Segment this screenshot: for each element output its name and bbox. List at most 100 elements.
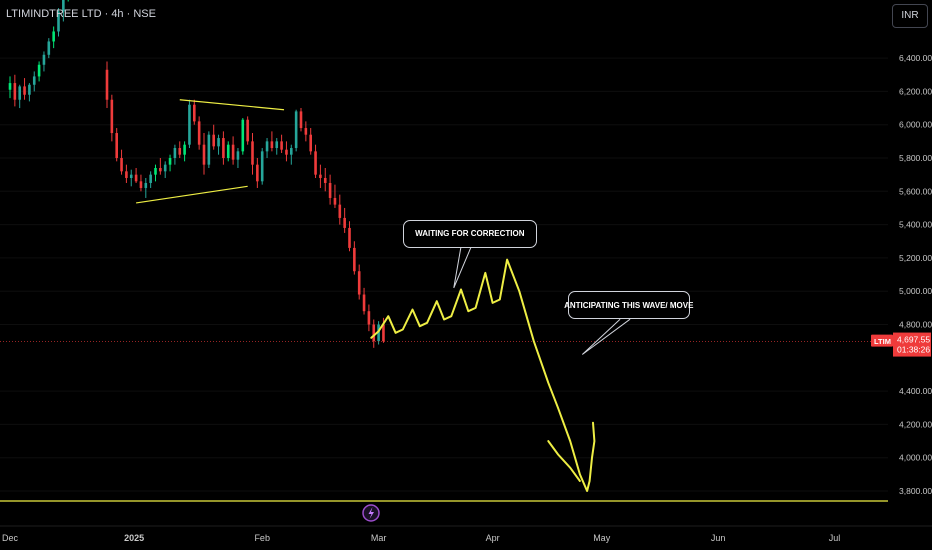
candle-47 [236, 148, 240, 168]
candle-body-37 [188, 104, 191, 145]
candle-body-64 [319, 174, 322, 178]
candle-body-60 [299, 111, 303, 129]
candle-body-22 [115, 133, 118, 159]
candle-50 [251, 133, 254, 175]
projected-wave-path [370, 258, 596, 492]
currency-button[interactable]: INR [892, 4, 928, 28]
candle-5 [32, 71, 36, 92]
price-tick-label-9: 5,800.00 [899, 153, 932, 163]
candle-body-1 [13, 83, 17, 100]
candle-0 [8, 76, 12, 99]
candle-body-59 [294, 111, 298, 149]
candle-body-23 [120, 158, 123, 172]
ticker-badge: LTIM [871, 334, 893, 347]
time-tick-label-5: May [593, 533, 611, 543]
callout-tail-0 [453, 247, 472, 289]
candle-75 [372, 319, 376, 348]
candle-11 [62, 0, 65, 22]
candle-61 [304, 121, 308, 142]
price-axis[interactable]: 3,800.00 4,000.00 4,200.00 4,400.00 4,800.00… [871, 0, 932, 496]
candle-55 [275, 138, 279, 155]
time-tick-label-0: Dec [2, 533, 19, 543]
candle-68 [338, 194, 342, 225]
candle-7 [42, 51, 46, 72]
candle-25 [129, 169, 133, 187]
candle-44 [222, 131, 225, 165]
candle-43 [217, 134, 220, 155]
candle-body-68 [338, 204, 342, 218]
candle-body-77 [382, 324, 385, 342]
candle-body-2 [18, 86, 21, 100]
time-tick-label-2: Feb [254, 533, 270, 543]
candle-57 [285, 141, 288, 162]
time-axis[interactable]: Dec 2025 Feb Mar Apr May Jun Jul [0, 525, 932, 543]
last-price-badge-bg [893, 332, 931, 357]
time-tick-label-3: Mar [371, 533, 387, 543]
candle-71 [353, 241, 356, 275]
candle-body-56 [280, 141, 283, 150]
candle-59 [294, 109, 298, 152]
candle-28 [144, 177, 148, 198]
price-tick-label-6: 5,200.00 [899, 253, 932, 263]
candle-52 [260, 148, 264, 185]
candle-27 [139, 174, 143, 192]
candle-53 [265, 138, 269, 159]
price-tick-label-11: 6,200.00 [899, 86, 932, 96]
candle-body-40 [202, 144, 206, 165]
candle-62 [309, 128, 312, 155]
candle-body-70 [348, 227, 351, 248]
callout-waiting-for-correction[interactable]: WAITING FOR CORRECTION [402, 219, 537, 248]
candle-72 [357, 264, 361, 300]
candle-body-62 [309, 134, 312, 152]
candle-body-65 [323, 177, 327, 183]
time-tick-label-7: Jul [829, 533, 841, 543]
candle-58 [290, 144, 293, 165]
candle-body-44 [222, 138, 225, 159]
candle-body-11 [62, 0, 65, 12]
candle-body-74 [367, 311, 371, 325]
candle-body-20 [105, 69, 109, 100]
candle-22 [115, 128, 118, 162]
candle-body-6 [37, 64, 41, 77]
candle-body-32 [163, 164, 167, 172]
candle-73 [362, 287, 366, 315]
candle-66 [328, 174, 332, 205]
candle-body-48 [241, 119, 245, 152]
symbol-title[interactable]: LTIMINDTREE LTD · 4h · NSE [6, 8, 156, 20]
candle-64 [319, 164, 322, 188]
price-tick-label-1: 4,000.00 [899, 453, 932, 463]
candle-body-43 [217, 138, 220, 147]
candle-body-76 [377, 324, 380, 342]
triangle-lower-trendline [136, 185, 248, 204]
candle-body-26 [134, 174, 138, 182]
candle-body-69 [343, 217, 346, 228]
candle-29 [149, 171, 152, 188]
candle-45 [226, 141, 230, 162]
candle-21 [110, 94, 114, 142]
candle-body-0 [8, 83, 12, 90]
candle-body-47 [236, 151, 240, 160]
candle-10 [57, 8, 60, 37]
candle-33 [168, 154, 172, 172]
candle-body-66 [328, 182, 332, 198]
candle-42 [212, 124, 215, 150]
candle-20 [105, 61, 109, 109]
candle-65 [323, 168, 327, 192]
candle-body-63 [314, 151, 317, 175]
candle-39 [197, 116, 201, 150]
price-tick-label-7: 5,400.00 [899, 220, 932, 230]
candle-40 [202, 133, 206, 175]
candle-body-51 [256, 164, 259, 182]
candle-body-58 [290, 148, 293, 155]
candle-body-50 [251, 141, 254, 165]
candle-34 [173, 144, 177, 165]
price-tick-label-10: 6,000.00 [899, 120, 932, 130]
candle-body-4 [28, 84, 31, 95]
candle-31 [159, 158, 162, 175]
price-tick-label-5: 5,000.00 [899, 286, 932, 296]
candle-body-27 [139, 181, 143, 188]
candle-36 [183, 141, 186, 162]
candle-41 [207, 131, 211, 168]
callout-anticipating-wave[interactable]: ANTICIPATING THIS WAVE/ MOVE [564, 291, 693, 320]
